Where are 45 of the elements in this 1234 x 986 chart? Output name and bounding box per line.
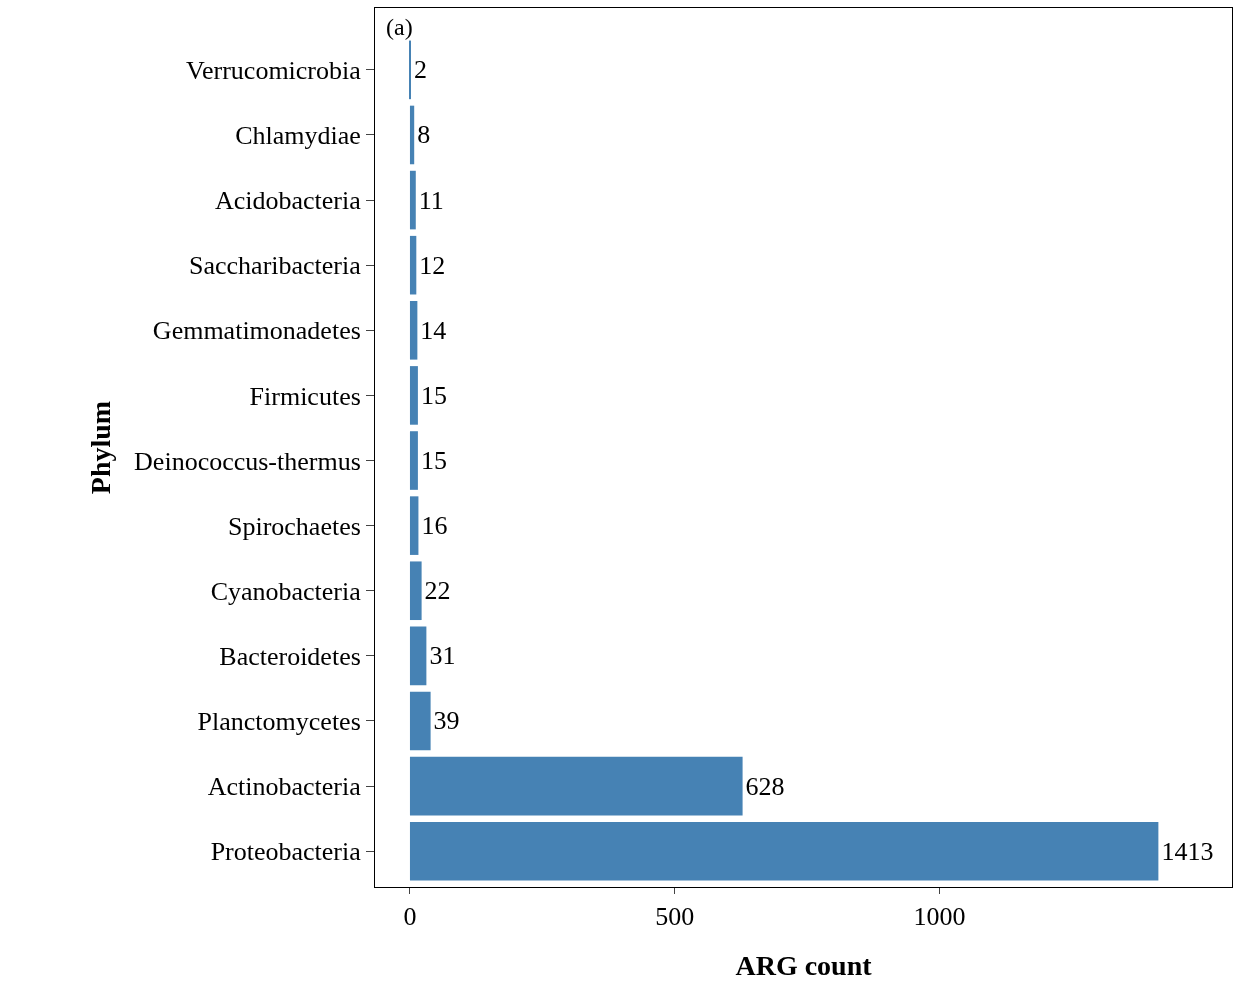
data-label: 15 [420, 446, 447, 476]
bar [409, 40, 412, 100]
bar [409, 170, 416, 230]
bar [409, 626, 427, 686]
y-tick-label: Bacteroidetes [219, 641, 361, 671]
bar [409, 301, 418, 360]
x-tick-label: 0 [403, 902, 417, 932]
y-tick-label: Verrucomicrobia [186, 55, 362, 85]
data-label: 2 [414, 55, 428, 85]
y-tick-label: Saccharibacteria [189, 251, 362, 281]
data-label: 31 [429, 641, 456, 671]
data-label: 628 [745, 771, 785, 801]
x-tick-label: 1000 [913, 902, 966, 932]
data-label: 8 [417, 120, 431, 150]
data-label: 11 [418, 185, 444, 215]
data-label: 12 [419, 250, 446, 280]
data-label: 22 [424, 576, 451, 606]
y-tick-label: Chlamydiae [235, 121, 361, 151]
y-axis-title: Phylum [84, 400, 116, 495]
y-tick-label: Gemmatimonadetes [152, 316, 361, 346]
y-tick-label: Firmicutes [249, 381, 361, 411]
y-tick-label: Spirochaetes [227, 511, 361, 541]
data-label: 39 [433, 706, 460, 736]
bar [409, 235, 417, 295]
bar [409, 366, 418, 425]
x-tick-label: 500 [655, 902, 695, 932]
data-label: 1413 [1161, 836, 1214, 866]
bar [409, 691, 431, 751]
bar [409, 821, 1159, 881]
bar [409, 756, 743, 816]
bar [409, 431, 418, 490]
x-axis-title: ARG count [735, 950, 873, 982]
y-tick-label: Acidobacteria [214, 186, 362, 216]
y-tick-label: Actinobacteria [207, 772, 362, 802]
y-tick-label: Planctomycetes [197, 707, 361, 737]
y-tick-label: Proteobacteria [210, 837, 362, 867]
bar [409, 561, 422, 621]
y-tick-label: Cyanobacteria [210, 576, 362, 606]
annotation: (a) [386, 14, 413, 40]
data-label: 16 [421, 511, 448, 541]
data-label: 15 [420, 380, 447, 410]
y-tick-label: Deinococcus-thermus [134, 446, 361, 476]
bar [409, 105, 415, 165]
data-label: 14 [420, 315, 447, 345]
bar [409, 496, 419, 555]
